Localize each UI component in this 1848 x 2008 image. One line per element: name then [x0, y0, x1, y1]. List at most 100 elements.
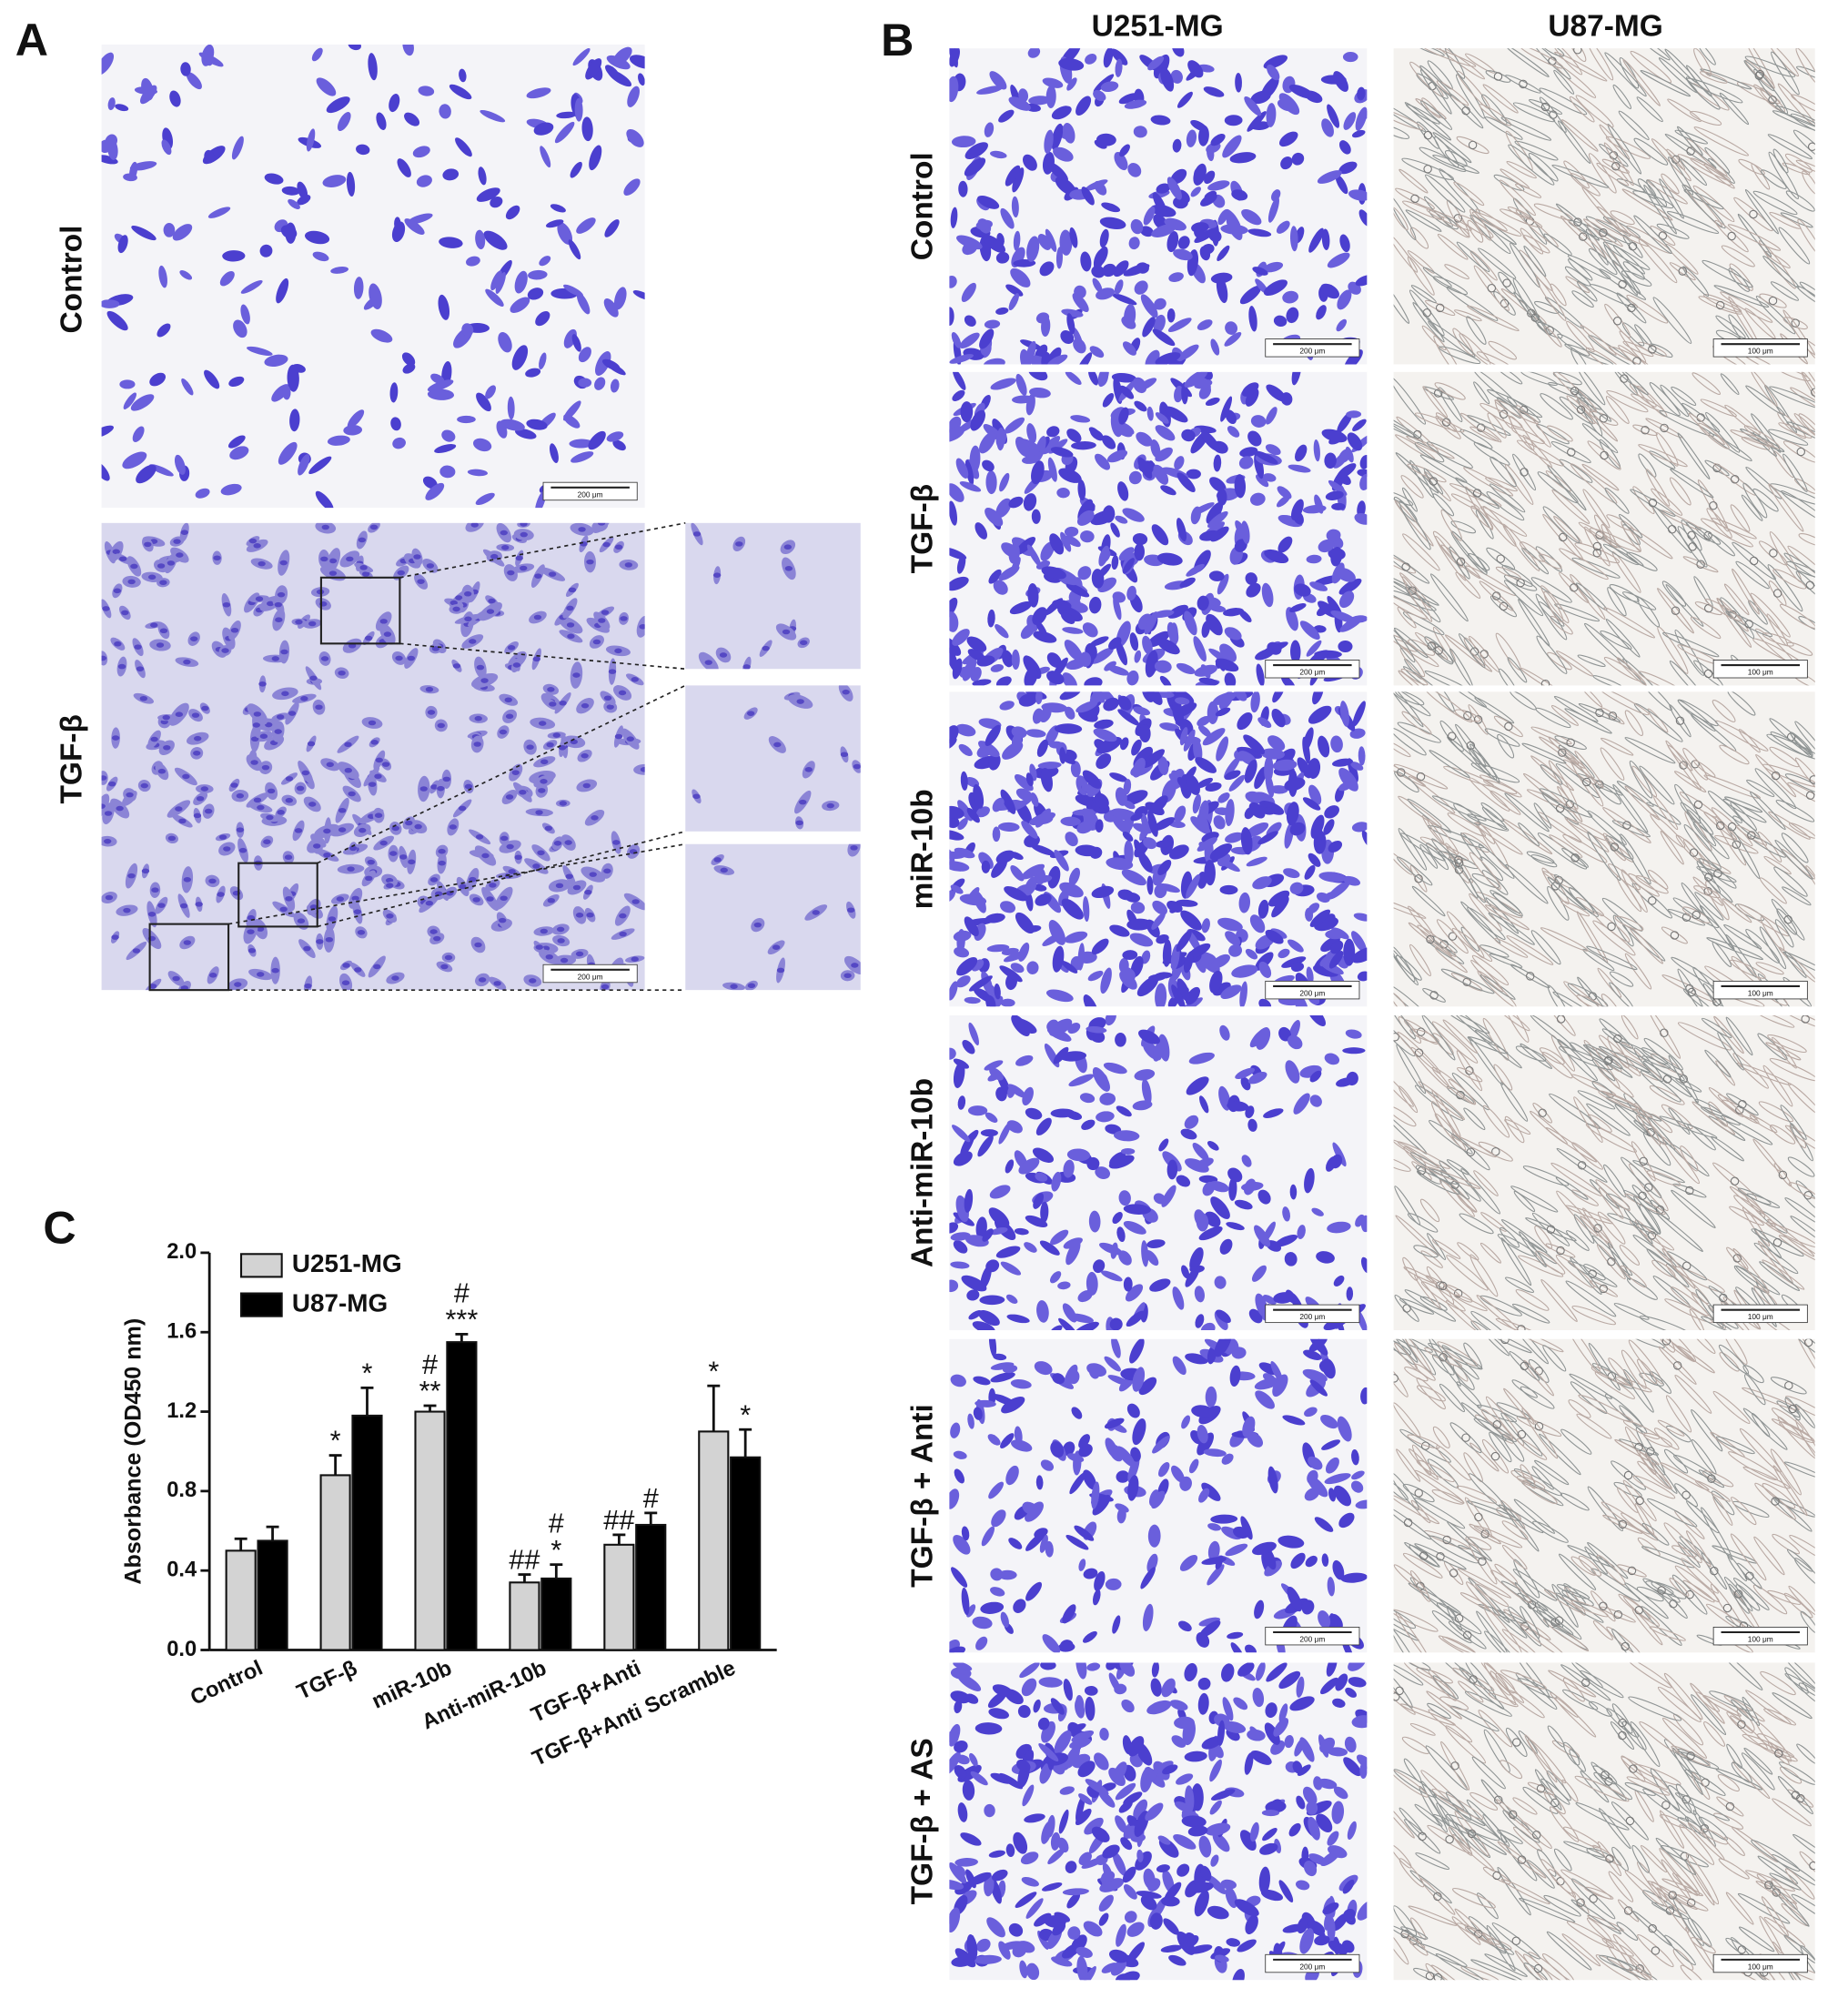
cell	[1610, 371, 1639, 396]
cell	[1802, 170, 1815, 196]
cell	[1499, 409, 1509, 419]
cell	[1473, 715, 1483, 724]
cell	[1542, 506, 1580, 544]
cell	[1012, 395, 1035, 404]
cell	[1613, 1609, 1623, 1620]
cell	[1347, 758, 1358, 782]
cell	[1462, 977, 1471, 987]
cell	[1393, 1033, 1399, 1042]
cell	[427, 388, 455, 400]
cell	[1517, 1438, 1548, 1460]
cell	[1772, 110, 1815, 133]
cell	[141, 77, 154, 101]
cell	[1358, 110, 1368, 121]
cell	[1489, 953, 1523, 968]
cell	[1254, 1377, 1280, 1390]
cell	[1745, 1571, 1754, 1580]
cell	[557, 222, 573, 245]
cell	[1039, 707, 1052, 722]
cell	[1682, 266, 1710, 298]
cell	[1665, 1425, 1691, 1443]
cell	[1186, 873, 1200, 899]
cell	[1682, 988, 1717, 1007]
cell	[1308, 1338, 1328, 1352]
cell	[1058, 468, 1082, 483]
cell	[1540, 764, 1563, 785]
nucleus	[514, 854, 522, 861]
cell	[578, 378, 592, 388]
cell	[1174, 805, 1187, 822]
nucleus	[713, 857, 722, 863]
cell	[1554, 51, 1608, 82]
nucleus	[326, 762, 334, 768]
cell	[1737, 213, 1772, 257]
cell	[1393, 550, 1430, 584]
cell	[1346, 1287, 1354, 1301]
cell	[1008, 293, 1019, 311]
cell	[1710, 1431, 1745, 1458]
cell	[1024, 666, 1038, 686]
cell	[1168, 844, 1189, 860]
cell	[1061, 612, 1075, 624]
cell	[1011, 649, 1020, 671]
cell	[1587, 1486, 1623, 1532]
nucleus	[438, 848, 446, 854]
cell	[1289, 1184, 1298, 1200]
cell	[1065, 1535, 1089, 1550]
cell	[1213, 815, 1226, 830]
cell	[1045, 989, 1074, 1003]
cell	[1646, 802, 1681, 825]
cell	[1277, 948, 1290, 959]
cell	[1668, 1107, 1691, 1135]
cell	[1755, 753, 1797, 798]
cell	[1226, 215, 1243, 240]
cell	[356, 144, 370, 156]
cell	[1534, 1459, 1570, 1486]
nucleus	[598, 618, 606, 623]
cell	[1726, 1246, 1749, 1270]
cell	[1320, 283, 1339, 299]
cell	[964, 315, 976, 327]
nucleus	[612, 840, 621, 845]
cell	[1173, 1834, 1197, 1850]
cell	[1769, 1057, 1815, 1082]
cell	[1309, 1095, 1322, 1107]
cell	[1410, 194, 1419, 204]
cell	[495, 272, 506, 294]
cell	[1045, 1540, 1054, 1558]
cell	[1015, 436, 1030, 458]
cell	[1404, 1366, 1429, 1382]
cell	[1039, 1534, 1048, 1553]
cell	[1026, 423, 1037, 444]
cell	[1040, 1201, 1049, 1223]
cell	[1447, 1015, 1490, 1034]
cell	[1154, 298, 1166, 310]
cell	[1196, 777, 1214, 789]
cell	[1661, 1338, 1671, 1346]
nucleus	[414, 823, 422, 830]
cell	[1084, 1685, 1098, 1696]
cell	[1212, 691, 1237, 705]
cell	[1134, 1069, 1156, 1081]
cell	[1450, 1134, 1497, 1158]
cell	[1762, 255, 1800, 288]
nucleus	[104, 838, 112, 844]
cell	[1724, 796, 1763, 813]
cell	[1015, 788, 1034, 802]
cell	[1746, 779, 1775, 797]
cell	[1247, 228, 1272, 237]
cell	[1425, 174, 1466, 213]
cell	[1453, 1288, 1463, 1298]
cell	[1452, 328, 1474, 356]
nucleus	[157, 903, 166, 908]
cell	[1637, 1537, 1661, 1557]
cell	[1238, 456, 1254, 469]
cell	[1782, 309, 1815, 360]
cell	[1250, 691, 1260, 713]
cell	[1035, 1172, 1048, 1182]
cell	[1777, 83, 1815, 126]
cell	[1580, 1216, 1611, 1244]
cell	[1020, 623, 1035, 640]
cell	[1727, 231, 1736, 241]
cell	[1469, 893, 1502, 932]
